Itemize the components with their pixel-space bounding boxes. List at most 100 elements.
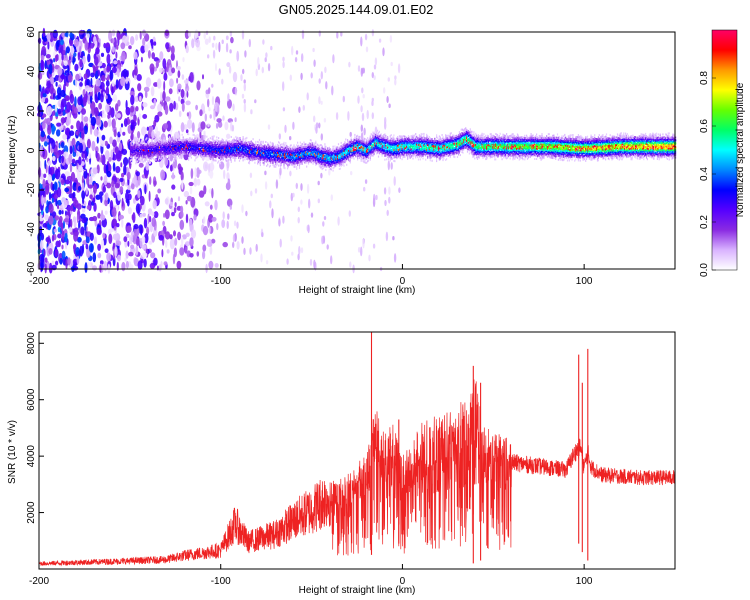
spectrogram-cell [48,215,54,225]
spectrogram-cell [66,175,73,181]
spectrogram-cell [221,78,224,85]
spectrogram-cell [155,194,159,199]
spectrogram-ridge-cell [234,158,236,161]
spectrogram-cell [357,65,361,72]
spectrogram-ridge-cell [153,136,155,139]
spectrogram-cell [330,255,333,265]
spectrogram-cell [317,180,320,186]
spectrogram-ridge-cell [135,136,137,139]
spectrogram-cell [193,214,197,221]
spectrogram-ridge-cell [168,158,171,161]
spectrogram-cell [362,238,365,249]
spectrogram-cell [170,52,175,61]
spectrogram-cell [291,45,294,56]
spectrogram-cell [82,197,85,205]
spectrogram-cell [66,101,71,113]
spectrogram-cell [217,121,223,128]
spectrogram-ridge-cell [268,143,270,146]
spectrogram-ridge-cell [269,141,271,144]
spectrogram-ridge-cell [269,161,271,164]
spectrogram-cell [318,122,321,129]
spectrogram-cell [84,85,90,92]
spectrogram-ridge-cell [297,141,299,144]
spectrogram-cell [144,90,148,99]
spectrogram-cell [49,31,54,43]
spectrogram-cell [387,160,390,171]
spectrogram-cell [63,151,69,159]
spectrogram-cell [57,226,61,233]
spectrogram-cell [302,104,305,111]
spectrogram-cell [63,35,69,45]
spectrogram-cell [153,98,157,107]
spectrogram-cell [190,168,194,179]
spectrogram-cell [130,105,135,113]
spectrogram-cell [337,216,340,226]
spectrogram-cell [196,80,201,91]
spectrogram-cell [156,265,159,271]
spectrogram-cell [97,91,101,101]
spectrogram-cell [46,80,51,89]
spectrogram-cell [202,244,207,252]
spectrogram-cell [55,54,59,61]
spectrogram-cell [79,121,84,132]
spectrogram-cell [209,114,212,119]
spectrogram-cell [64,171,70,177]
spectrogram-ridge-cell [135,159,137,162]
spectrogram-ridge-cell [149,161,151,164]
spectrogram-cell [61,53,64,61]
spectrogram-cell [392,236,395,241]
spectrogram-cell [257,56,260,66]
spectrogram-cell [150,105,155,110]
spectrogram-cell [142,102,148,108]
spectrogram-ridge-cell [130,161,132,164]
spectrogram-cell [250,109,253,115]
spectrogram-cell [138,113,142,120]
spectrogram-cell [115,166,121,174]
spectrogram-ridge-cell [194,137,196,140]
spectrogram-ridge-cell [175,137,177,140]
spectrogram-cell [195,104,199,111]
spectrogram-ridge-cell [315,140,317,143]
spectrogram-cell [207,163,211,173]
spectrogram-cell [217,105,220,115]
spectrogram-cell [226,133,231,139]
spectrogram-cell [169,201,173,207]
spectrogram-ridge-cell [387,158,390,161]
spectrogram-ridge-cell [190,156,192,159]
spectrogram-cell [103,260,108,272]
spectrogram-cell [166,249,170,254]
spectrogram-ridge-cell [135,141,137,144]
spectrogram-cell [202,225,209,236]
spectrogram-cell [118,214,124,220]
spectrogram-cell [242,68,245,75]
spectrogram-cell [222,241,228,248]
spectrogram-cell [116,44,119,50]
spectrogram-ridge-cell [130,145,132,148]
spectrogram-cell [39,253,45,263]
spectrogram-ridge-cell [275,165,277,168]
spectrogram-ridge-cell [129,155,132,158]
spectrogram-ridge-cell [255,140,257,143]
spectrogram-ridge-cell [329,148,331,151]
spectrogram-cell [203,31,206,40]
spectrogram-cell [95,79,101,88]
spectrogram-cell [298,245,301,255]
spectrogram-cell [70,218,73,228]
spectrogram-ridge-cell [277,162,279,165]
spectrogram-cell [177,196,181,202]
spectrogram-cell [69,32,73,38]
spectrogram-cell [393,176,396,186]
spectrogram-cell [47,41,50,50]
spectrogram-ridge-cell [380,133,382,136]
spectrogram-cell [269,200,272,209]
spectrogram-cell [116,261,119,271]
spectrogram-cell [95,86,101,93]
spectrogram-ridge-cell [366,158,368,161]
spectrogram-ridge-cell [188,133,190,136]
spectrogram-ridge-cell [194,159,196,162]
spectrogram-cell [116,152,122,162]
spectrogram-ridge-cell [148,142,150,145]
spectrogram-cell [135,245,139,256]
spectrogram-ridge-cell [137,139,139,141]
spectrogram-cell [360,246,363,257]
